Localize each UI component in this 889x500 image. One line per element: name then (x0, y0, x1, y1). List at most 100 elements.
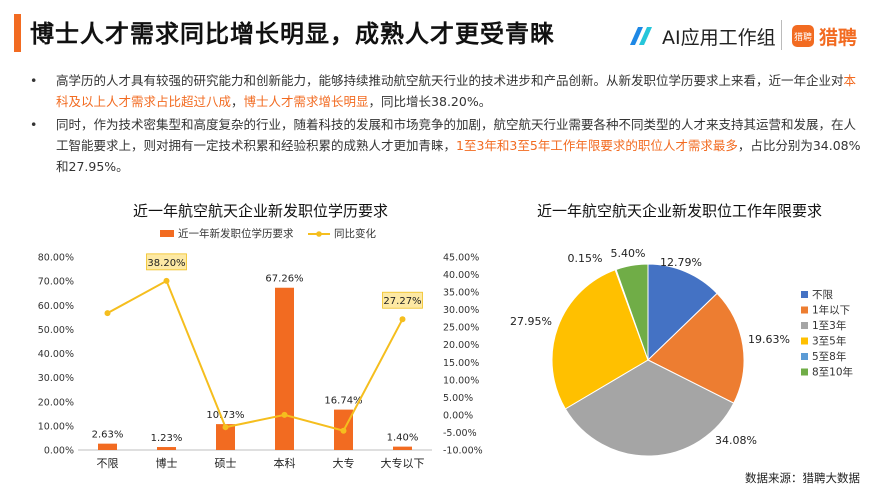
left-axis-tick-label: 50.00% (38, 325, 74, 336)
bullet-segment: ，占比分别为34.08%和27.95%。 (56, 138, 861, 174)
pie-chart-title: 近一年航空航天企业新发职位工作年限要求 (537, 202, 823, 220)
bar-value-label: 10.73% (206, 410, 244, 421)
category-label: 大专以下 (381, 456, 425, 470)
left-axis-tick-label: 20.00% (38, 397, 74, 408)
bar-value-label: 16.74% (324, 396, 362, 407)
yoy-highlight-label: 27.27% (382, 291, 423, 309)
category-label: 本科 (274, 456, 296, 470)
pie-slice (647, 292, 745, 404)
liepin-logo-icon: 猎聘 (792, 25, 814, 47)
yoy-change-point (399, 316, 406, 323)
yoy-change-point (163, 277, 170, 284)
right-axis-tick-label: 25.00% (443, 323, 479, 334)
legend-label: 不限 (812, 289, 833, 301)
legend-label: 1年以下 (812, 304, 850, 317)
bullet-highlight: 本科及以上人才需求占比超过八成 (56, 73, 857, 109)
bullet-item: • 同时，作为技术密集型和高度复杂的行业，随着科技的发展和市场竞争的加剧，航空航… (30, 114, 865, 177)
yoy-change-point (281, 411, 288, 418)
bar-value-label: 1.23% (151, 433, 183, 444)
bullet-item: • 高学历的人才具有较强的研究能力和创新能力，能够持续推动航空航天行业的技术进步… (30, 70, 865, 112)
left-axis-tick-label: 60.00% (38, 301, 74, 312)
bar (216, 424, 235, 450)
summary-bullets: • 高学历的人才具有较强的研究能力和创新能力，能够持续推动航空航天行业的技术进步… (30, 70, 865, 179)
highlight-label-text: 27.27% (383, 296, 421, 307)
legend-swatch (801, 337, 808, 345)
bullet-highlight: 博士人才需求增长明显 (243, 94, 369, 109)
page-title: 博士人才需求同比增长明显，成熟人才更受青睐 (30, 20, 555, 48)
left-axis-tick-label: 80.00% (38, 253, 74, 264)
category-label: 博士 (156, 457, 178, 470)
bullet-marker: • (30, 73, 38, 88)
bar (157, 447, 176, 450)
left-axis-tick-label: 30.00% (38, 373, 74, 384)
bullet-segment: ，同比增长38.20%。 (368, 94, 492, 109)
right-axis-tick-label: 5.00% (443, 393, 473, 404)
bar-value-label: 67.26% (265, 274, 303, 285)
highlight-label-box (146, 253, 187, 271)
right-axis-tick-label: 15.00% (443, 358, 479, 369)
right-axis-tick-label: 20.00% (443, 340, 479, 351)
bar-chart-legend: 近一年新发职位学历要求 同比变化 (160, 227, 376, 240)
bullet-segment: 高学历的人才具有较强的研究能力和创新能力，能够持续推动航空航天行业的技术进步和产… (56, 73, 844, 88)
legend-swatch (801, 353, 808, 360)
pie-slice-label: 0.15% (568, 252, 603, 265)
pie-slice (647, 263, 718, 362)
right-axis-tick-label: 10.00% (443, 375, 479, 386)
bullet-segment: ， (231, 94, 244, 109)
liepin-logo: 猎聘 猎聘 (792, 20, 857, 52)
right-axis-tick-label: -10.00% (443, 446, 483, 457)
legend-label: 1至3年 (812, 319, 846, 332)
legend-line-label: 同比变化 (334, 227, 376, 240)
title-accent-bar (14, 14, 21, 52)
right-axis-tick-label: 30.00% (443, 305, 479, 316)
ai-logo-icon (630, 27, 652, 45)
legend-label: 8至10年 (812, 366, 853, 379)
legend-swatch (801, 306, 808, 314)
category-label: 不限 (97, 457, 119, 470)
pie-slice-label: 12.79% (660, 256, 702, 269)
category-label: 大专 (333, 456, 355, 470)
highlight-label-box (382, 291, 423, 309)
bullet-text: 高学历的人才具有较强的研究能力和创新能力，能够持续推动航空航天行业的技术进步和产… (56, 73, 856, 109)
left-axis-tick-label: 70.00% (38, 277, 74, 288)
yoy-change-line (107, 279, 404, 432)
highlight-label-text: 38.20% (147, 258, 185, 269)
pie-slice-label: 34.08% (715, 434, 757, 447)
data-source: 数据来源：猎聘大数据 (745, 471, 860, 485)
liepin-logo-text: 猎聘 (819, 26, 858, 49)
bar (393, 446, 412, 450)
left-axis-tick-label: 0.00% (44, 446, 74, 457)
legend-swatch (801, 368, 808, 376)
bullet-marker: • (30, 117, 38, 132)
right-axis-tick-label: 40.00% (443, 270, 479, 281)
left-axis-tick-label: 10.00% (38, 421, 74, 432)
right-axis-tick-label: 35.00% (443, 288, 479, 299)
pie-slice-label: 27.95% (510, 315, 552, 328)
pie-slice (551, 269, 649, 410)
yoy-highlight-label: 38.20% (146, 253, 187, 271)
bar (98, 443, 117, 450)
yoy-change-point (104, 310, 111, 317)
right-axis-tick-label: -5.00% (443, 428, 477, 439)
right-axis-tick-label: 0.00% (443, 410, 473, 421)
logo-divider (781, 20, 782, 50)
legend-line-marker (316, 231, 322, 237)
ai-logo-text: AI应用工作组 (662, 26, 776, 49)
legend-swatch (801, 291, 808, 298)
bar (275, 287, 294, 450)
yoy-change-point (222, 424, 229, 431)
pie-chart-legend: 不限 1年以下 1至3年 3至5年 5至8年 8至10年 (801, 289, 853, 379)
pie-slice (615, 263, 649, 361)
legend-swatch (801, 322, 808, 329)
pie-slice-label: 19.63% (748, 333, 790, 346)
bullet-text: 同时，作为技术密集型和高度复杂的行业，随着科技的发展和市场竞争的加剧，航空航天行… (56, 117, 861, 174)
legend-bar-label: 近一年新发职位学历要求 (178, 227, 294, 240)
bar-chart-title: 近一年航空航天企业新发职位学历要求 (133, 202, 389, 220)
bar-value-label: 2.63% (92, 430, 124, 441)
legend-label: 3至5年 (812, 335, 846, 348)
category-label: 硕士 (215, 457, 237, 470)
bullet-highlight: 1至3年和3至5年工作年限要求的职位人才需求最多 (456, 138, 738, 153)
yoy-change-point (340, 427, 347, 434)
